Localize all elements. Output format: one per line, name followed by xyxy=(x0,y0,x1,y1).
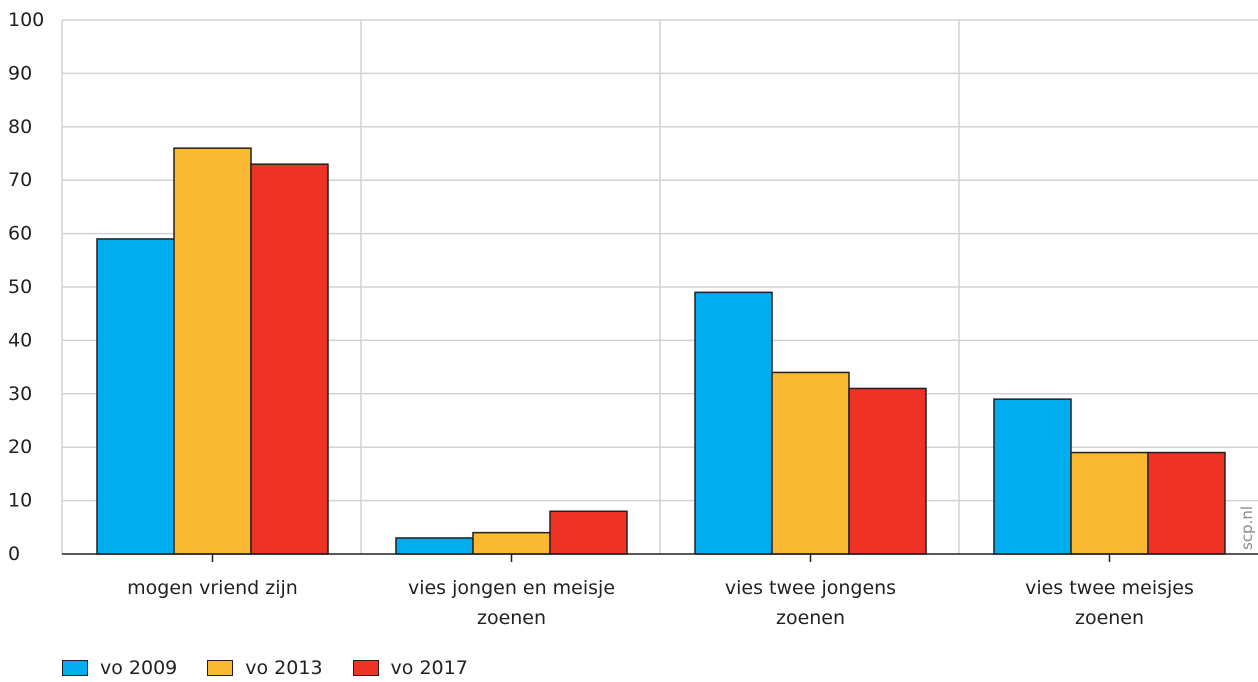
bar-chart: 0 10 20 30 40 50 60 70 80 90 100 mogen vriend zijn… xyxy=(8,9,1258,629)
bar-vo-2013-2 xyxy=(472,531,551,555)
legend-item-vo-2013: vo 2013 xyxy=(207,657,323,679)
y-tick-label: 80 xyxy=(8,116,32,138)
x-category-label: vies twee jongens zoenen xyxy=(725,577,896,629)
y-tick-label: 90 xyxy=(8,62,32,84)
x-category-label-line: vies twee meisjes xyxy=(1025,577,1194,599)
legend-label: vo 2009 xyxy=(100,657,178,679)
y-tick-label: 40 xyxy=(8,329,32,351)
bar-vo-2009-2 xyxy=(395,537,474,555)
legend-label: vo 2017 xyxy=(390,657,468,679)
x-category-label: mogen vriend zijn xyxy=(127,577,298,599)
x-axis xyxy=(62,553,1258,562)
y-tick-label: 0 xyxy=(8,543,20,565)
bar-vo-2013-3 xyxy=(771,371,850,555)
x-axis-labels: mogen vriend zijn vies jongen en meisje zo… xyxy=(127,577,1194,629)
bar-vo-2017-3 xyxy=(848,387,927,555)
x-category-label-line: mogen vriend zijn xyxy=(127,577,298,599)
bar-vo-2017-4 xyxy=(1147,451,1226,555)
y-tick-label: 60 xyxy=(8,223,32,245)
legend: vo 2009 vo 2013 vo 2017 xyxy=(62,657,498,679)
bar-vo-2009-4 xyxy=(993,398,1072,555)
legend-item-vo-2017: vo 2017 xyxy=(352,657,468,679)
bar-vo-2013-4 xyxy=(1070,451,1149,555)
x-category-label-line: zoenen xyxy=(776,607,845,629)
x-category-label-line: vies twee jongens xyxy=(725,577,896,599)
bars xyxy=(96,147,1226,555)
watermark: scp.nl xyxy=(1238,506,1256,550)
bar-vo-2013-1 xyxy=(173,147,252,555)
x-category-label-line: zoenen xyxy=(477,607,546,629)
legend-label: vo 2013 xyxy=(245,657,323,679)
x-category-label-line: zoenen xyxy=(1075,607,1144,629)
y-tick-label: 100 xyxy=(8,9,44,31)
y-tick-label: 30 xyxy=(8,383,32,405)
y-tick-label: 50 xyxy=(8,276,32,298)
y-tick-label: 70 xyxy=(8,169,32,191)
bar-vo-2017-2 xyxy=(549,510,628,555)
legend-swatch xyxy=(207,660,234,676)
legend-swatch xyxy=(352,660,379,676)
x-category-label: vies jongen en meisje zoenen xyxy=(408,577,615,629)
y-tick-label: 10 xyxy=(8,490,32,512)
bar-vo-2009-1 xyxy=(96,238,175,555)
bar-vo-2009-3 xyxy=(694,291,773,555)
legend-swatch xyxy=(62,660,88,676)
x-category-label: vies twee meisjes zoenen xyxy=(1025,577,1194,629)
x-category-label-line: vies jongen en meisje xyxy=(408,577,615,599)
legend-item-vo-2009: vo 2009 xyxy=(62,657,177,679)
y-axis-ticks: 0 10 20 30 40 50 60 70 80 90 100 xyxy=(8,9,44,565)
y-tick-label: 20 xyxy=(8,436,32,458)
bar-vo-2017-1 xyxy=(250,163,329,555)
